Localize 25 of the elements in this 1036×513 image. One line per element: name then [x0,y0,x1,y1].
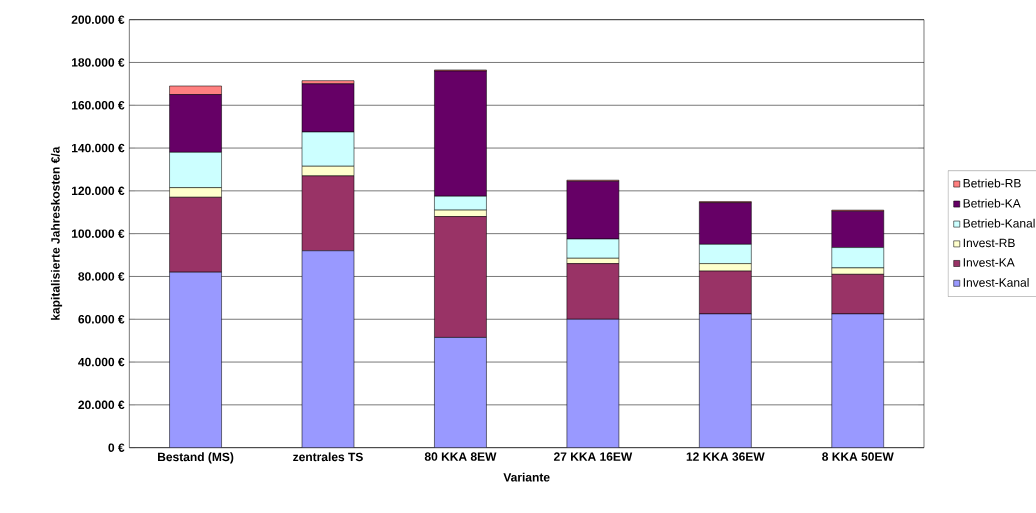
y-tick-label: 140.000 € [72,143,125,153]
x-tick-label: 12 KKA 36EW [686,452,765,461]
y-tick-label: 160.000 € [72,101,125,110]
y-tick-label: 60.000 € [78,315,125,324]
y-tick-label: 120.000 € [72,186,125,196]
legend-label: Invest-KA [963,258,1015,267]
y-tick-label: 20.000 € [78,400,125,410]
y-tick-label: 80.000 € [78,272,125,281]
legend-label: Betrieb-Kanal [963,218,1035,228]
legend-label: Invest-Kanal [963,277,1029,287]
y-axis-title: kapitalisierte Jahreskosten €/a [50,146,63,320]
x-axis-title: Variante [503,472,550,482]
legend-label: Invest-RB [963,238,1015,248]
y-tick-label: 0 € [108,443,125,452]
x-tick-label: zentrales TS [293,452,363,462]
y-tick-label: 200.000 € [71,15,125,24]
legend-label: Betrieb-RB [963,178,1021,188]
y-tick-label: 180.000 € [72,58,125,67]
x-tick-label: 27 KKA 16EW [553,452,633,461]
x-tick-label: 8 KKA 50EW [822,452,894,461]
y-tick-label: 40.000 € [78,357,125,367]
x-tick-label: Bestand (MS) [158,452,234,464]
y-tick-label: 100.000 € [72,229,125,238]
x-tick-label: 80 KKA 8EW [424,452,497,461]
legend-label: Betrieb-KA [963,198,1021,208]
